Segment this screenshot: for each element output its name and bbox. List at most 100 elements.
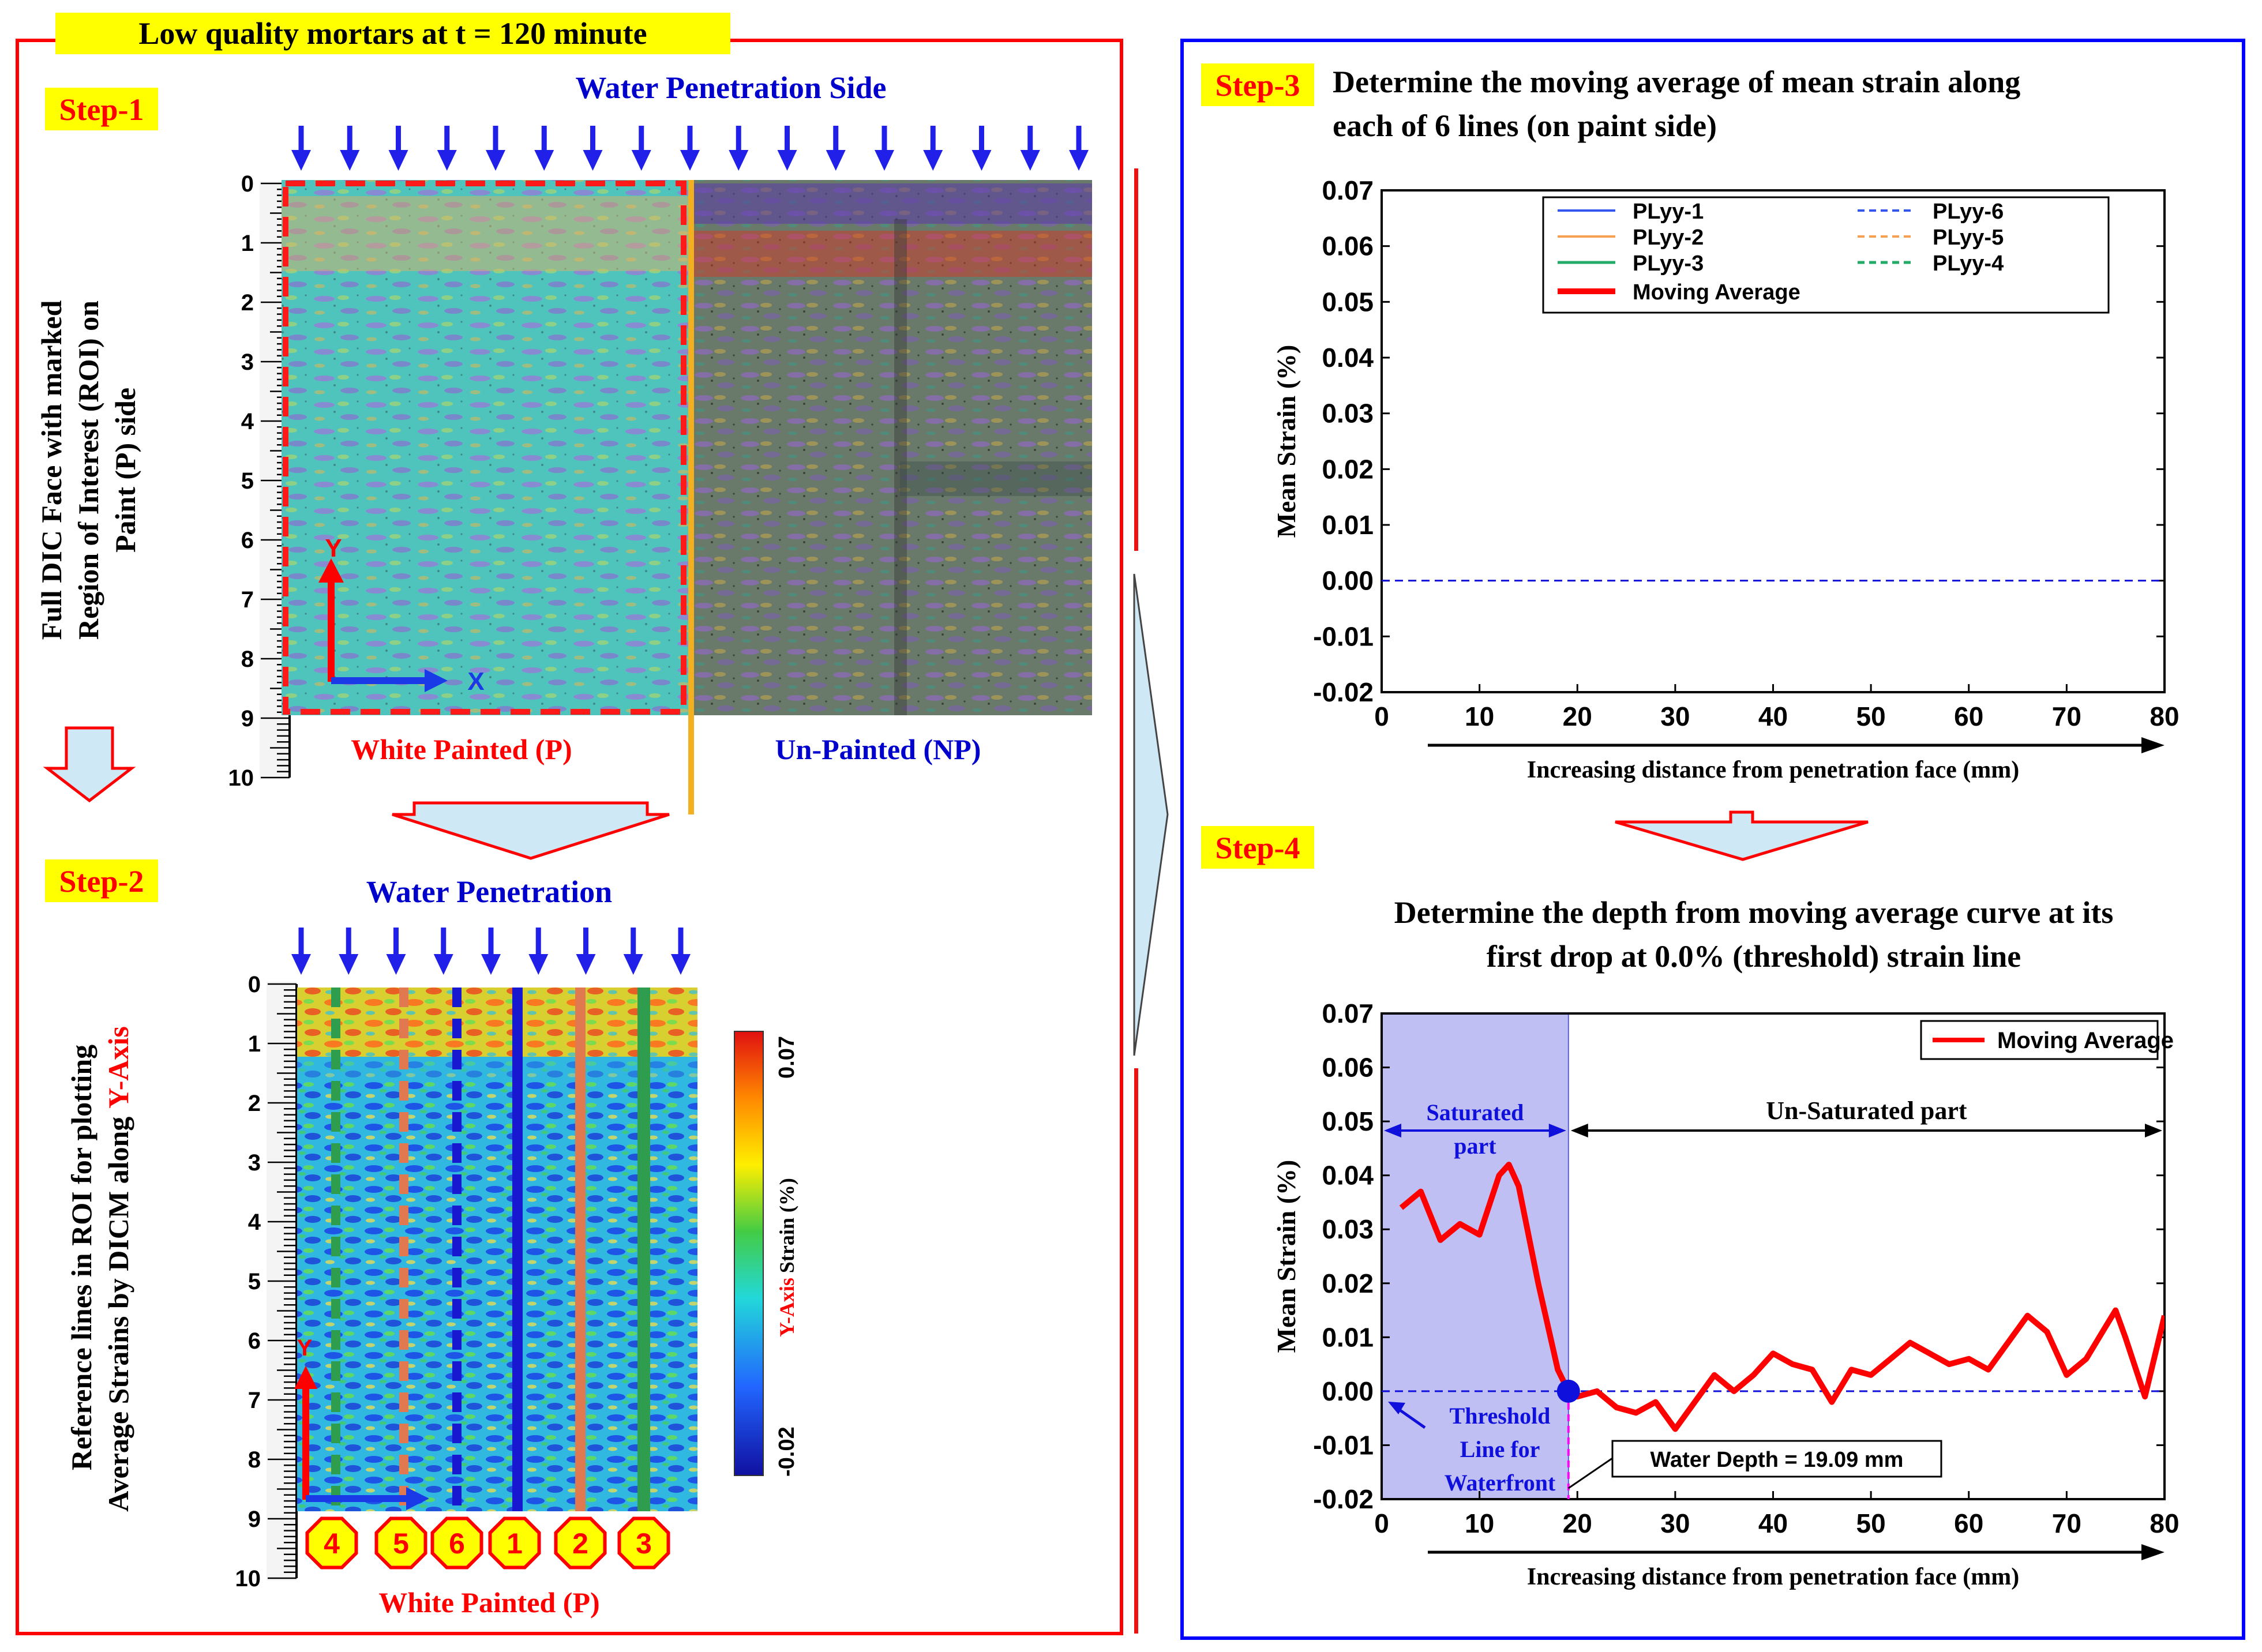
x-axis-label-step1: X [467,667,484,696]
water-arrow-head [433,954,453,975]
painted-wet-band [282,196,688,271]
separator-top [1134,168,1138,551]
x-tick-label: 80 [2150,1508,2179,1538]
y-tick-label: 0.03 [1322,399,1374,429]
step1-ruler-label: 10 [228,765,254,791]
step4-label: Step-4 [1216,831,1300,865]
x-tick-label: 20 [1563,1508,1592,1538]
unsaturated-arrow-head-right [2145,1124,2162,1137]
line-number-badge [617,1516,670,1570]
step2-ruler-label: 6 [248,1328,261,1354]
colorbar [734,1031,764,1476]
colorbar-min: -0.02 [775,1426,799,1477]
step2-top-label: Water Penetration [366,874,612,909]
series-line-moving-average [1401,347,2165,620]
series-line-plyy-5 [1401,280,2165,625]
water-arrow-head [971,150,992,171]
water-arrow-head [875,150,894,171]
colorbar-max: 0.07 [775,1036,799,1079]
threshold-label: Line for [1460,1436,1540,1462]
water-arrow-head [729,150,749,171]
colorbar-title-axis: Y-Axis [775,1278,798,1337]
step2-label: Step-2 [59,864,144,899]
water-depth-label: Water Depth = 19.09 mm [1650,1448,1904,1472]
x-axis-title: Increasing distance from penetration fac… [1527,757,2019,783]
step2-ruler-label: 4 [248,1210,261,1235]
water-arrow-head [291,150,311,171]
y-tick-label: -0.02 [1313,677,1374,707]
x-tick-label: 60 [1954,701,1983,731]
ruler-step2: 0 1 2 3 4 5 6 7 8 9 10 [235,972,298,1591]
legend-label: PLyy-5 [1933,226,2004,250]
water-arrow-head [340,150,360,171]
y-tick-label: 0.00 [1322,566,1374,596]
line-number-badge [374,1516,427,1570]
step1-ruler-label: 0 [241,171,254,197]
x-axis-title: Increasing distance from penetration fac… [1527,1564,2019,1590]
step1-ruler-label: 3 [241,350,254,375]
unpainted-crack-horizontal [900,461,1092,496]
line-number-badge [430,1516,483,1570]
step2-label-bg [45,859,158,902]
svg-text:Y-AxisStrain (%): Y-Axis Strain (%) [775,1178,798,1337]
figure-title: Low quality mortars at t = 120 minute [138,16,647,51]
legend-label: PLyy-4 [1933,251,2004,276]
distance-arrow-head [2141,737,2165,753]
water-arrow-head [388,150,408,171]
x-tick-label: 50 [1856,701,1886,731]
step2-ruler-label: 2 [248,1091,261,1116]
step3-label-bg [1201,63,1314,106]
series-line-moving-average [1399,1162,2165,1432]
x-tick-label: 0 [1374,1508,1389,1538]
unpainted-label-step1: Un-Painted (NP) [775,733,981,765]
x-tick-label: 70 [2052,1508,2081,1538]
step4-desc-line-2: first drop at 0.0% (threshold) strain li… [1487,939,2021,974]
y-tick-label: -0.02 [1313,1484,1374,1514]
y-tick-label: 0.00 [1322,1376,1374,1406]
series-line-plyy-3 [1401,257,2165,681]
step1-ruler-label: 1 [241,231,254,256]
step1-side-text: Full DIC Face with marked Region of Inte… [35,300,141,640]
legend-box [1542,196,2110,314]
step1-ruler-label: 2 [241,290,254,316]
y-axis-arrow-head-step1 [318,558,344,583]
legend-label: PLyy-3 [1633,251,1704,276]
x-axis-arrow-head-step1 [425,669,448,692]
step2-side-text: Reference lines in ROI for plotting Aver… [65,1026,134,1512]
colorbar-title-rest: Strain (%) [775,1178,798,1273]
x-tick-label: 30 [1660,1508,1690,1538]
title-background [55,13,730,54]
x-tick-label: 70 [2052,701,2081,731]
series-group [1399,1162,2165,1432]
line-number-label: 4 [324,1527,340,1560]
water-arrow-head [923,150,943,171]
water-arrow-head [826,150,846,171]
step1-ruler-label: 4 [241,409,254,434]
step1-ruler-label: 5 [241,468,254,494]
y-tick-label: 0.05 [1322,1106,1374,1136]
y-tick-label: 0.01 [1322,510,1374,540]
y-tick-label: 0.07 [1322,998,1374,1028]
y-axis-title: Mean Strain (%) [1271,1160,1301,1353]
step2-side-line-2: Average Strains by DICM along [102,1117,134,1512]
svg-text:Average Strains by DICM alongY: Average Strains by DICM along Y-Axis [102,1026,134,1512]
step2-side-axis: Y-Axis [102,1026,134,1109]
step1-side-line-3: Paint (P) side [109,388,141,553]
series-line-plyy-1 [1401,324,2165,653]
water-arrow-head [631,150,651,171]
unsaturated-arrow-head-left [1570,1124,1588,1137]
y-axis-label-step2: Y [297,1335,313,1361]
x-tick-label: 50 [1856,1508,1886,1538]
arrow-roi-to-step2 [392,801,670,860]
legend-label: PLyy-6 [1933,200,2004,224]
y-tick-label: 0.04 [1322,343,1374,373]
y-tick-label: 0.02 [1322,1268,1374,1298]
separator-bottom [1134,1068,1138,1634]
water-arrow-head [386,954,406,975]
arrow-step2-to-step3 [1133,573,1169,1056]
y-tick-label: 0.07 [1322,175,1374,205]
y-tick-label: 0.06 [1322,231,1374,261]
step2-ruler-label: 0 [248,972,261,997]
y-axis-arrow-head-step2 [294,1366,317,1389]
